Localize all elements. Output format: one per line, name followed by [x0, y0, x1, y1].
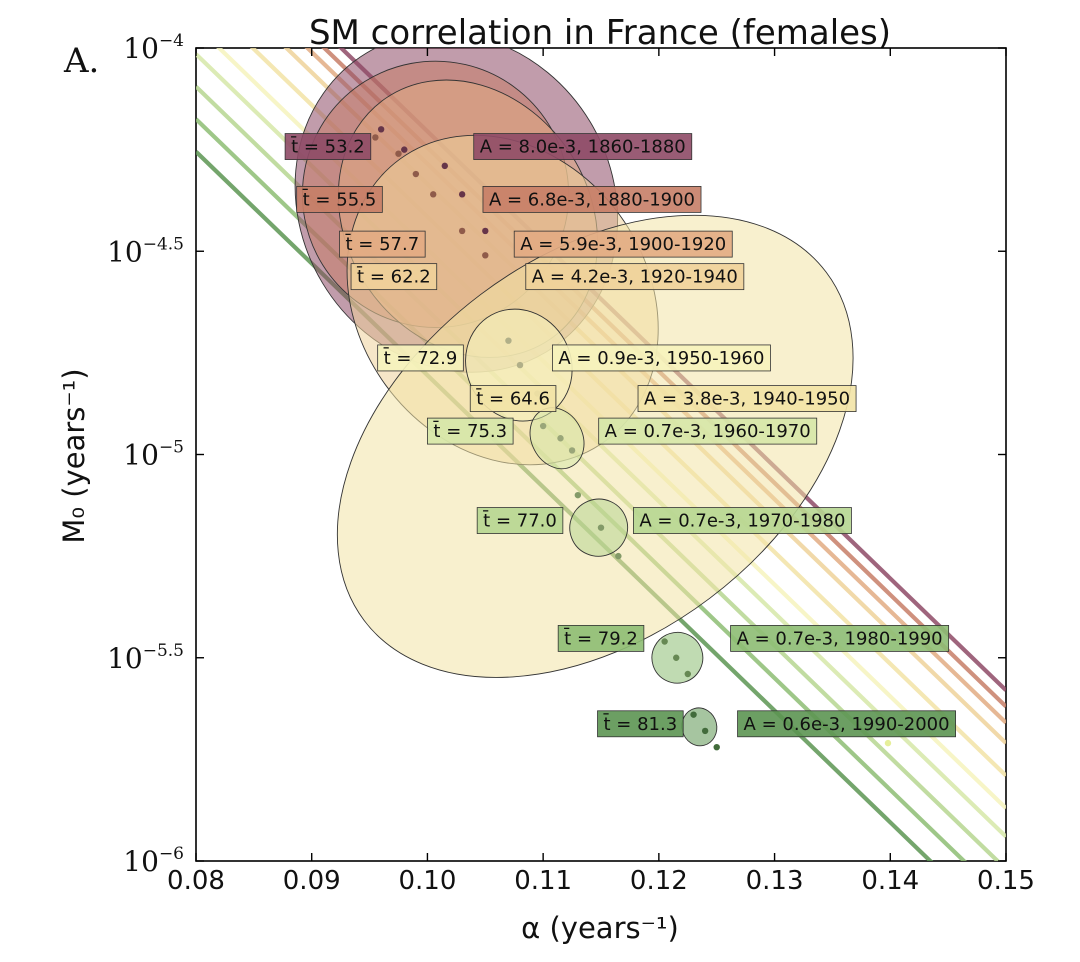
point-1990-2000-2: [713, 743, 720, 751]
point-1860-1880-3: [458, 191, 466, 198]
point-1880-1900-0: [372, 134, 379, 141]
x-tick-label-0: 0.08: [167, 866, 225, 896]
x-tick-label-5: 0.13: [746, 866, 804, 896]
y-tick-label-0: 10−4: [123, 31, 184, 65]
t-label-1960-1970-text: t̄ = 75.3: [432, 420, 507, 442]
t-label-1970-1980-text: t̄ = 77.0: [482, 509, 557, 531]
a-label-1940-1950-box: [637, 385, 857, 412]
y-axis-label: M₀ (years⁻¹): [57, 368, 91, 543]
a-label-1920-1940-text: A = 4.2e-3, 1920-1940: [532, 267, 738, 288]
a-label-1980-1990-text: A = 0.7e-3, 1980-1990: [737, 628, 943, 649]
x-axis: 0.08 0.09 0.10 0.11 0.12 0.13 0.14 0.15: [167, 48, 1035, 896]
x-tick-label-6: 0.14: [861, 866, 919, 896]
a-label-1990-2000-box: [737, 710, 956, 738]
a-label-1950-1960-box: [552, 344, 771, 372]
a-label-1900-1920-box: [513, 230, 733, 258]
a-label-1960-1970-box: [598, 417, 818, 445]
point-1880-1900-4: [458, 227, 466, 235]
x-axis-label: α (years⁻¹): [521, 911, 679, 945]
t-label-1920-1940-text: t̄ = 62.2: [356, 265, 431, 287]
data-points: [372, 126, 892, 751]
chart-title: SM correlation in France (females): [309, 13, 891, 53]
point-1860-1880-2: [441, 162, 448, 170]
a-label-1970-1980-box: [633, 507, 852, 534]
t-label-1950-1960-text: t̄ = 72.9: [383, 347, 458, 369]
t-label-1940-1950-box: [469, 385, 557, 412]
a-label-1970-1980-text: A = 0.7e-3, 1970-1980: [639, 511, 845, 532]
a-label-1860-1880-box: [473, 133, 693, 160]
t-label-1970-1980-box: [476, 507, 564, 534]
t-label-1990-2000-box: [597, 710, 684, 738]
a-label-1940-1950-text: A = 3.8e-3, 1940-1950: [644, 389, 850, 410]
t-label-1860-1880-box: [284, 133, 372, 160]
point-1950-1960-1: [516, 361, 524, 369]
t-label-1880-1900-box: [296, 186, 383, 213]
point-1860-1880-4: [482, 227, 489, 235]
point-1880-1900-5: [482, 252, 489, 259]
point-1960-1970-2: [568, 447, 576, 454]
y-tick-label-1: 10−4.5: [107, 234, 184, 268]
point-1860-1880-1: [401, 146, 408, 153]
x-tick-label-4: 0.12: [630, 866, 688, 896]
y-tick-label-2: 10−5: [123, 438, 184, 472]
plot-area: A = 8.0e-3, 1860-1880 A = 6.8e-3, 1880-19…: [195, 47, 1007, 862]
a-label-1980-1990-box: [730, 625, 950, 652]
t-label-1950-1960-box: [377, 344, 464, 372]
point-1990-2000-1: [701, 727, 709, 735]
ellipse-1940-1950: [336, 214, 854, 678]
point-1980-1990-2: [684, 670, 691, 678]
y-tick-label-3: 10−5.5: [107, 641, 184, 675]
a-label-1960-1970-text: A = 0.7e-3, 1960-1970: [605, 421, 811, 442]
point-1880-1900-3: [430, 191, 437, 198]
t-label-1860-1880-text: t̄ = 53.2: [290, 135, 365, 157]
a-label-1880-1900-box: [482, 186, 702, 213]
point-1960-1970-0: [539, 422, 547, 430]
t-label-1940-1950-text: t̄ = 64.6: [475, 387, 550, 409]
point-1980-1990-1: [673, 654, 680, 661]
t-label-1980-1990-text: t̄ = 79.2: [563, 627, 638, 649]
point-1970-1980-2: [615, 552, 622, 560]
x-tick-label-7: 0.15: [977, 866, 1035, 896]
t-label-1900-1920-text: t̄ = 57.7: [344, 233, 419, 255]
t-label-1990-2000-text: t̄ = 81.3: [603, 713, 678, 735]
point-1960-1970-1: [557, 435, 564, 442]
t-label-1920-1940-box: [350, 263, 438, 291]
confidence-ellipses: [294, 48, 854, 747]
y-axis: 10−4 10−4.5 10−5 10−5.5 10−6: [107, 31, 1006, 878]
point-extra-0: [884, 739, 892, 747]
x-tick-label-2: 0.10: [398, 866, 456, 896]
x-tick-label-3: 0.11: [514, 866, 572, 896]
panel-label: A.: [63, 41, 99, 81]
a-label-1950-1960-text: A = 0.9e-3, 1950-1960: [558, 348, 764, 369]
period-labels: A = 8.0e-3, 1860-1880 A = 6.8e-3, 1880-19…: [284, 133, 956, 738]
a-label-1990-2000-text: A = 0.6e-3, 1990-2000: [744, 714, 950, 735]
a-label-1900-1920-text: A = 5.9e-3, 1900-1920: [520, 234, 726, 255]
point-1990-2000-0: [690, 711, 697, 718]
t-label-1960-1970-box: [427, 417, 514, 445]
point-1880-1900-2: [412, 170, 420, 178]
t-label-1900-1920-box: [339, 230, 426, 258]
point-1970-1980-1: [597, 524, 605, 531]
a-label-1920-1940-box: [525, 263, 745, 291]
point-1880-1900-1: [395, 150, 402, 157]
x-tick-label-1: 0.09: [283, 866, 341, 896]
t-label-1880-1900-text: t̄ = 55.5: [302, 188, 377, 210]
point-1970-1980-0: [574, 491, 582, 499]
point-1860-1880-0: [377, 126, 385, 133]
a-label-1860-1880-text: A = 8.0e-3, 1860-1880: [480, 137, 686, 158]
point-1980-1990-0: [661, 638, 668, 645]
a-label-1880-1900-text: A = 6.8e-3, 1880-1900: [489, 189, 695, 210]
point-1950-1960-0: [505, 337, 512, 344]
t-label-1980-1990-box: [557, 625, 645, 652]
y-tick-label-4: 10−6: [123, 844, 184, 878]
